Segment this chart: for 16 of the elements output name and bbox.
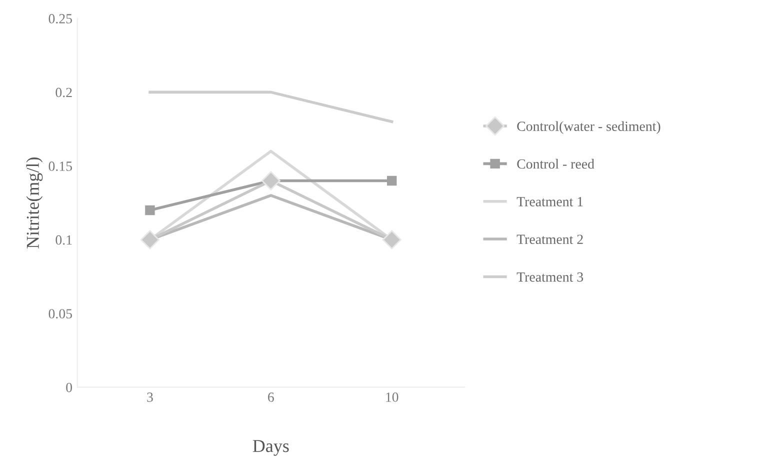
y-tick-label: 0 — [66, 382, 72, 392]
legend-label: Treatment 3 — [516, 272, 584, 282]
y-tick-label: 0.1 — [56, 235, 72, 245]
legend-label: Control(water - sediment) — [517, 121, 660, 134]
y-tick-label: 0.2 — [56, 88, 72, 98]
y-tick-label: 0.15 — [48, 162, 72, 171]
legend-label: Treatment 2 — [516, 234, 583, 244]
legend-label: Treatment 1 — [516, 197, 583, 206]
y-tick-label: 0.05 — [48, 309, 72, 318]
x-axis-title: Days — [252, 440, 289, 456]
legend-label: Control - reed — [517, 158, 594, 169]
y-axis-title: Nitrite(mg/l) — [26, 158, 43, 248]
y-tick-label: 0.25 — [48, 14, 72, 24]
x-tick-label: 3 — [147, 392, 153, 402]
x-tick-label: 10 — [386, 392, 398, 402]
x-tick-label: 6 — [268, 392, 274, 402]
